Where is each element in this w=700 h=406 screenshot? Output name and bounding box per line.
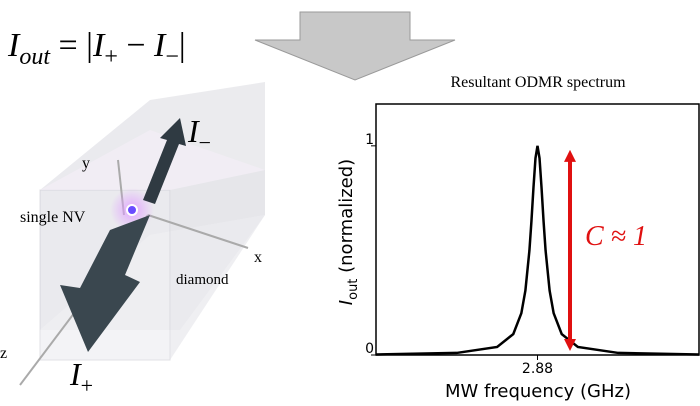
eq-part: −: [165, 44, 179, 70]
page: {"equation": {"parts": ["I", "out", " = …: [0, 0, 700, 406]
y-tick-label: 1: [365, 132, 374, 148]
plot-frame: [376, 104, 699, 355]
eq-part: +: [104, 44, 118, 70]
equation: Iout = |I+ − I−|: [7, 27, 186, 70]
ylabel-part: (normalized): [336, 159, 357, 279]
series-line: [376, 146, 699, 355]
axis-label: z: [0, 345, 7, 362]
ylabel-part: out: [346, 279, 361, 300]
current-label: I+: [69, 356, 93, 398]
contrast-label: C ≈ 1: [585, 221, 647, 252]
x-tick-label: 2.88: [522, 361, 553, 377]
x-axis-label: MW frequency (GHz): [445, 381, 631, 402]
nv-label: single NV: [20, 209, 86, 226]
eq-part: |: [179, 27, 186, 64]
y-tick-label: 0: [365, 341, 374, 357]
current-sub: +: [81, 373, 93, 398]
current-sub: −: [199, 130, 211, 155]
eq-part: −: [118, 27, 154, 64]
block-right: [170, 170, 265, 360]
eq-part: out: [19, 44, 51, 70]
axis-label: x: [254, 249, 262, 266]
diamond-diagram: y x z single NV diamond I− I+: [0, 82, 265, 398]
eq-part: = |: [50, 27, 93, 64]
chart-title: Resultant ODMR spectrum: [450, 74, 626, 91]
material-label: diamond: [176, 272, 229, 288]
y-axis-label: Iout (normalized): [336, 159, 361, 305]
plot: 0 1 2.88 C ≈ 1: [365, 132, 699, 377]
figure: Iout = |I+ − I−| y x z single NV diamond…: [0, 0, 700, 406]
nv-center: [127, 205, 137, 215]
axis-label: y: [82, 155, 90, 172]
flow-arrow: [255, 12, 455, 80]
